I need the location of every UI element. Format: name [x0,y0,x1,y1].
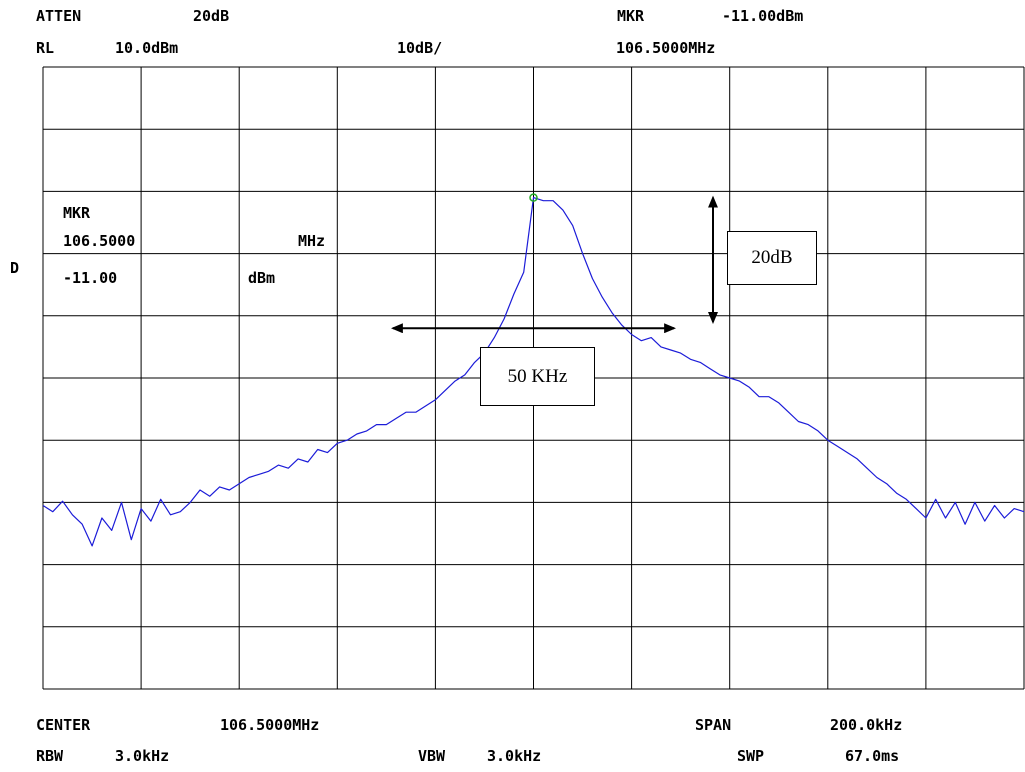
marker-readout-level-unit: dBm [248,269,276,287]
spectrum-trace [42,197,1025,547]
detector-indicator: D [10,259,20,277]
marker-header-label: MKR [617,7,645,25]
marker-header-level: -11.00dBm [722,7,804,25]
center-label: CENTER [36,716,91,734]
atten-value: 20dB [193,7,230,25]
marker-readout-frequency: 106.5000 [63,232,136,250]
rbw-label: RBW [36,747,64,765]
marker-readout-level: -11.00 [63,269,118,287]
marker-readout-frequency-unit: MHz [298,232,326,250]
bandwidth-annotation-box: 50 KHz [480,347,595,406]
marker-header-frequency: 106.5000MHz [616,39,716,57]
amplitude-annotation-box: 20dB [727,231,817,285]
marker-readout-label: MKR [63,204,91,222]
ref-level-label: RL [36,39,55,57]
atten-label: ATTEN [36,7,82,25]
scale-per-division: 10dB/ [397,39,443,57]
peak-marker [529,193,538,202]
vbw-label: VBW [418,747,446,765]
vbw-value: 3.0kHz [487,747,542,765]
rbw-value: 3.0kHz [115,747,170,765]
sweep-value: 67.0ms [845,747,900,765]
span-value: 200.0kHz [830,716,903,734]
sweep-label: SWP [737,747,765,765]
span-label: SPAN [695,716,732,734]
bandwidth-annotation-text: 50 KHz [507,365,568,387]
center-value: 106.5000MHz [220,716,320,734]
amplitude-annotation-text: 20dB [751,247,793,268]
ref-level-value: 10.0dBm [115,39,179,57]
